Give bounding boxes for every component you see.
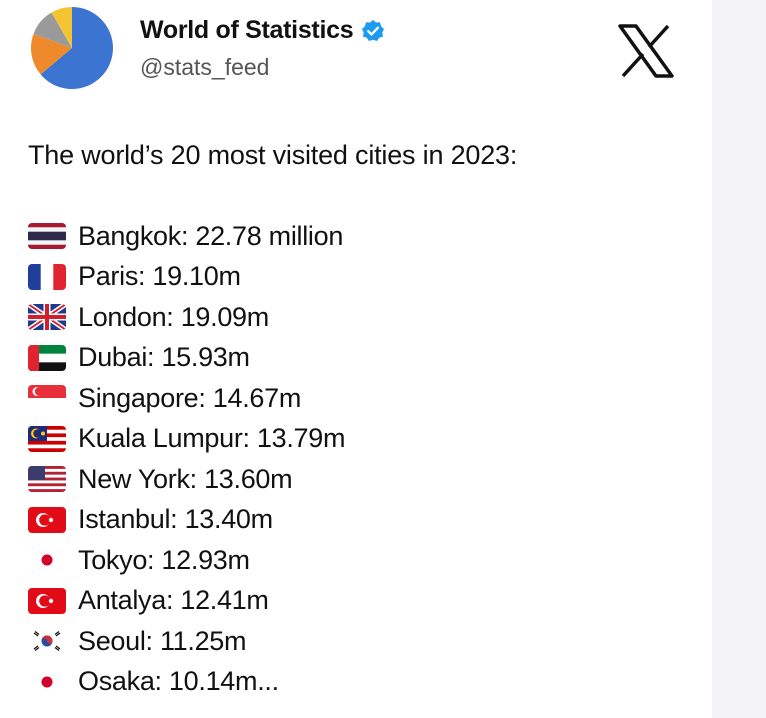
flag-icon: [28, 304, 66, 330]
flag-icon: [28, 385, 66, 411]
flag-icon: [28, 466, 66, 492]
city-text: New York: 13.60m: [78, 463, 293, 494]
name-row: World of Statistics: [140, 16, 385, 45]
city-text: Osaka: 10.14m...: [78, 666, 279, 696]
city-text: Bangkok: 22.78 million: [78, 220, 344, 251]
avatar[interactable]: [28, 5, 116, 93]
flag-icon: [28, 425, 66, 452]
city-item: Singapore: 14.67m: [28, 381, 301, 415]
flag-icon: [28, 587, 66, 614]
city-text: Antalya: 12.41m: [78, 585, 269, 615]
flag-icon: [28, 668, 66, 695]
flag-icon: [28, 263, 66, 290]
author-name[interactable]: World of Statistics: [140, 16, 354, 44]
city-text: London: 19.09m: [78, 301, 269, 332]
city-text: Kuala Lumpur: 13.79m: [78, 423, 346, 453]
city-item: Antalya: 12.41m: [28, 584, 269, 618]
city-text: Singapore: 14.67m: [78, 382, 302, 413]
city-item: Tokyo: 12.93m: [28, 543, 250, 577]
x-logo[interactable]: [618, 24, 674, 78]
city-item: Dubai: 15.93m: [28, 341, 250, 375]
city-item: London: 19.09m: [28, 300, 269, 334]
city-item: Istanbul: 13.40m: [28, 503, 273, 537]
author: World of Statistics @stats_feed: [140, 16, 385, 81]
city-text: Dubai: 15.93m: [78, 342, 250, 372]
tweet-card: World of Statistics @stats_feed The worl…: [0, 0, 712, 718]
flag-icon: [28, 223, 66, 249]
city-text: Istanbul: 13.40m: [78, 504, 273, 534]
city-item: Bangkok: 22.78 million: [28, 219, 343, 253]
city-item: New York: 13.60m: [28, 462, 293, 496]
city-item: Osaka: 10.14m...: [28, 665, 279, 699]
flag-icon: [28, 506, 66, 533]
flag-icon: [28, 344, 66, 371]
city-item: Paris: 19.10m: [28, 260, 241, 294]
flag-icon: [28, 547, 66, 573]
city-text: Paris: 19.10m: [78, 261, 241, 291]
author-handle[interactable]: @stats_feed: [140, 54, 270, 80]
city-item: Kuala Lumpur: 13.79m: [28, 422, 345, 456]
tweet-text: The world’s 20 most visited cities in 20…: [28, 140, 518, 170]
city-item: Seoul: 11.25m: [28, 624, 247, 658]
verified-badge: [362, 19, 385, 41]
city-text: Tokyo: 12.93m: [78, 544, 250, 575]
city-text: Seoul: 11.25m: [78, 625, 247, 656]
flag-icon: [28, 628, 66, 654]
